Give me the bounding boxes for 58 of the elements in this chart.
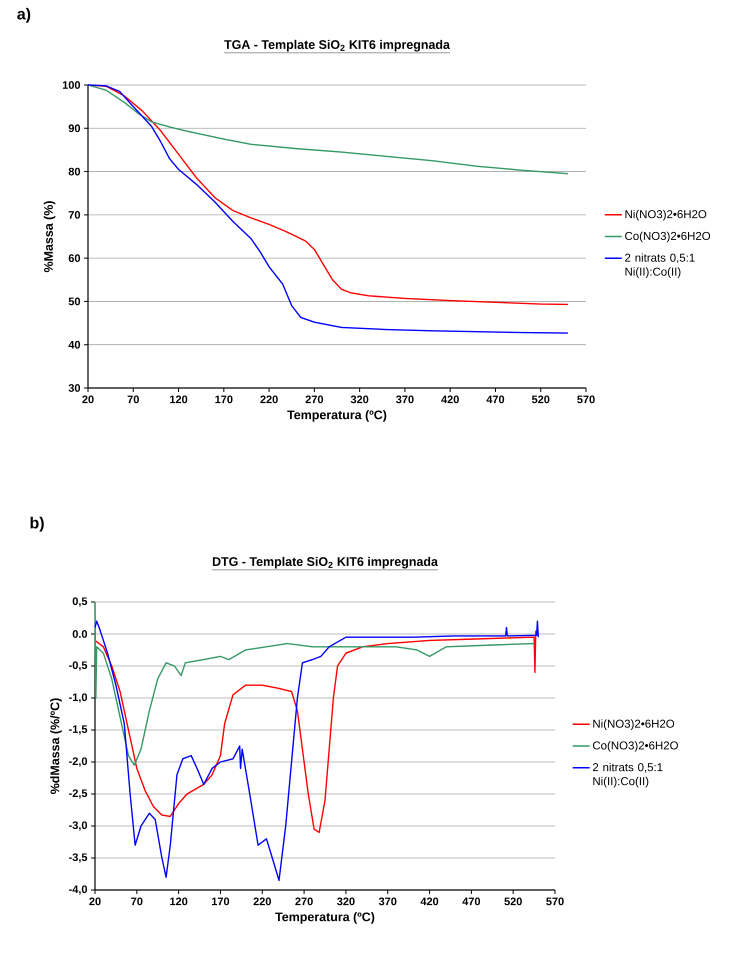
- y-axis-title: %dMassa (%/ºC): [50, 698, 62, 794]
- y-tick-label: 50: [68, 298, 80, 306]
- line-series: [87, 84, 569, 174]
- x-tick-label: 470: [462, 898, 480, 906]
- x-tick-label: 70: [131, 898, 142, 906]
- chart-title: DTG - Template SiO$_{2}$ KIT6 impregnada: [212, 556, 438, 569]
- legend-label: Co(NO3)2•6H2O: [592, 741, 678, 752]
- y-tick-label: -3,5: [69, 853, 88, 863]
- x-tick-label: 170: [215, 396, 233, 404]
- legend-label: 2 nitrats 0,5:1 Ni(II):Co(II): [592, 762, 663, 788]
- y-tick-label: -1,5: [69, 725, 88, 735]
- y-tick-label: 30: [68, 384, 80, 392]
- legend-label: Ni(NO3)2•6H2O: [593, 719, 674, 730]
- x-tick-label: 420: [420, 898, 438, 906]
- x-tick-label: 20: [82, 396, 94, 404]
- x-tick-label: 320: [350, 396, 368, 404]
- y-tick-label: 90: [68, 124, 80, 132]
- x-tick-label: 520: [504, 898, 522, 906]
- y-axis-title: %Massa (%): [44, 201, 56, 272]
- x-tick-label: 270: [295, 898, 313, 906]
- x-tick-label: 270: [306, 396, 324, 404]
- x-tick-label: 120: [170, 898, 188, 906]
- x-axis-title: Temperatura (ºC): [275, 912, 374, 924]
- line-series: [94, 630, 536, 834]
- y-tick-label: 0.0: [72, 630, 88, 638]
- x-tick-label: 220: [254, 898, 271, 906]
- y-tick-label: -4,0: [69, 885, 88, 895]
- chart-title: TGA - Template SiO$_{2}$ KIT6 impregnada: [224, 40, 450, 52]
- y-tick-label: -2,5: [69, 789, 88, 799]
- legend-label: 2 nitrats 0,5:1 Ni(II):Co(II): [625, 253, 695, 278]
- y-tick-label: -1,0: [69, 693, 88, 703]
- x-tick-label: 520: [532, 396, 550, 404]
- x-tick-label: 570: [546, 898, 564, 906]
- x-tick-label: 420: [441, 396, 459, 404]
- x-tick-label: 120: [170, 396, 188, 404]
- x-tick-label: 570: [577, 396, 595, 404]
- y-tick-label: 40: [68, 340, 80, 349]
- y-tick-label: 70: [68, 210, 80, 219]
- text: a): [17, 8, 30, 23]
- y-tick-label: -3,0: [69, 821, 88, 831]
- y-tick-label: -2,0: [69, 757, 88, 767]
- legend-label: Co(NO3)2•6H2O: [625, 232, 710, 242]
- text: b): [30, 516, 44, 532]
- x-tick-label: 320: [337, 898, 355, 906]
- x-axis-title: Temperatura (ºC): [287, 410, 386, 422]
- x-tick-label: 20: [89, 898, 101, 906]
- y-tick-label: 0,5: [72, 597, 88, 607]
- y-tick-label: 100: [62, 81, 80, 89]
- x-tick-label: 220: [260, 396, 278, 404]
- y-tick-label: 80: [68, 168, 80, 176]
- x-tick-label: 470: [486, 396, 504, 404]
- x-tick-label: 70: [128, 396, 139, 404]
- y-tick-label: 60: [68, 254, 80, 262]
- legend-label: Ni(NO3)2•6H2O: [625, 210, 706, 221]
- y-tick-label: -0,5: [69, 661, 88, 671]
- x-tick-label: 170: [212, 898, 230, 906]
- x-tick-label: 370: [396, 396, 414, 404]
- x-tick-label: 370: [378, 898, 396, 906]
